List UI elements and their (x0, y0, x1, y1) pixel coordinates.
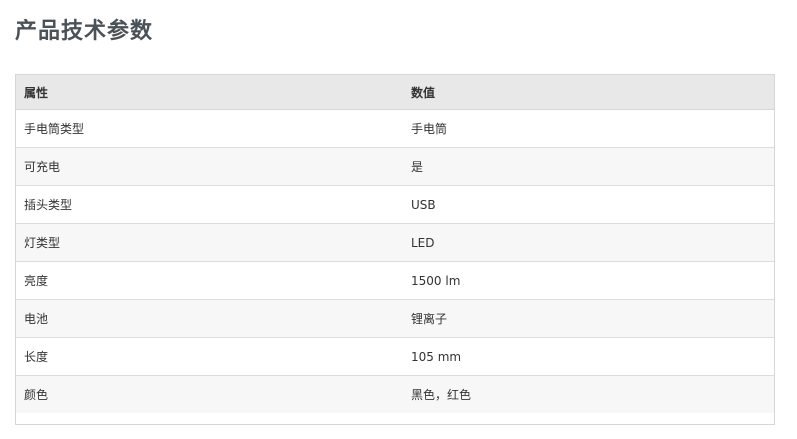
value-cell: 锂离子 (403, 299, 774, 338)
table-row: 插头类型 USB (16, 185, 774, 224)
page-title: 产品技术参数 (15, 19, 154, 44)
table-row: 电池 锂离子 (16, 299, 774, 338)
spec-table-container: 属性 数值 手电筒类型 手电筒 可充电是插头类型 USB 灯类型 LED 亮度 1500 lm… (15, 74, 775, 425)
value-cell: 是 (403, 147, 774, 186)
table-row: 手电筒类型 手电筒 (16, 109, 774, 148)
attribute-cell: 电池 (16, 299, 403, 338)
value-cell: 黑色，红色 (403, 375, 774, 413)
attribute-cell: 颜色 (16, 375, 403, 413)
value-cell: LED (403, 223, 774, 262)
table-row: 颜色 黑色，红色 (16, 375, 774, 413)
attribute-cell: 可充电 (16, 147, 403, 186)
table-row: 长度 105 mm (16, 337, 774, 376)
attribute-cell: 亮度 (16, 261, 403, 300)
spec-table: 属性 数值 手电筒类型 手电筒 可充电是插头类型 USB 灯类型 LED 亮度 1500 lm… (16, 75, 774, 413)
table-header-row: 属性 数值 (16, 75, 774, 110)
value-cell: 1500 lm (403, 261, 774, 300)
attribute-cell: 灯类型 (16, 223, 403, 262)
header-attribute: 属性 (16, 75, 403, 110)
value-cell: USB (403, 185, 774, 224)
attribute-cell: 插头类型 (16, 185, 403, 224)
table-row: 亮度 1500 lm (16, 261, 774, 300)
attribute-cell: 手电筒类型 (16, 109, 403, 148)
value-cell: 105 mm (403, 337, 774, 376)
table-row: 灯类型 LED (16, 223, 774, 262)
table-row: 可充电是 (16, 147, 774, 186)
header-value: 数值 (403, 75, 774, 110)
value-cell: 手电筒 (403, 109, 774, 148)
attribute-cell: 长度 (16, 337, 403, 376)
